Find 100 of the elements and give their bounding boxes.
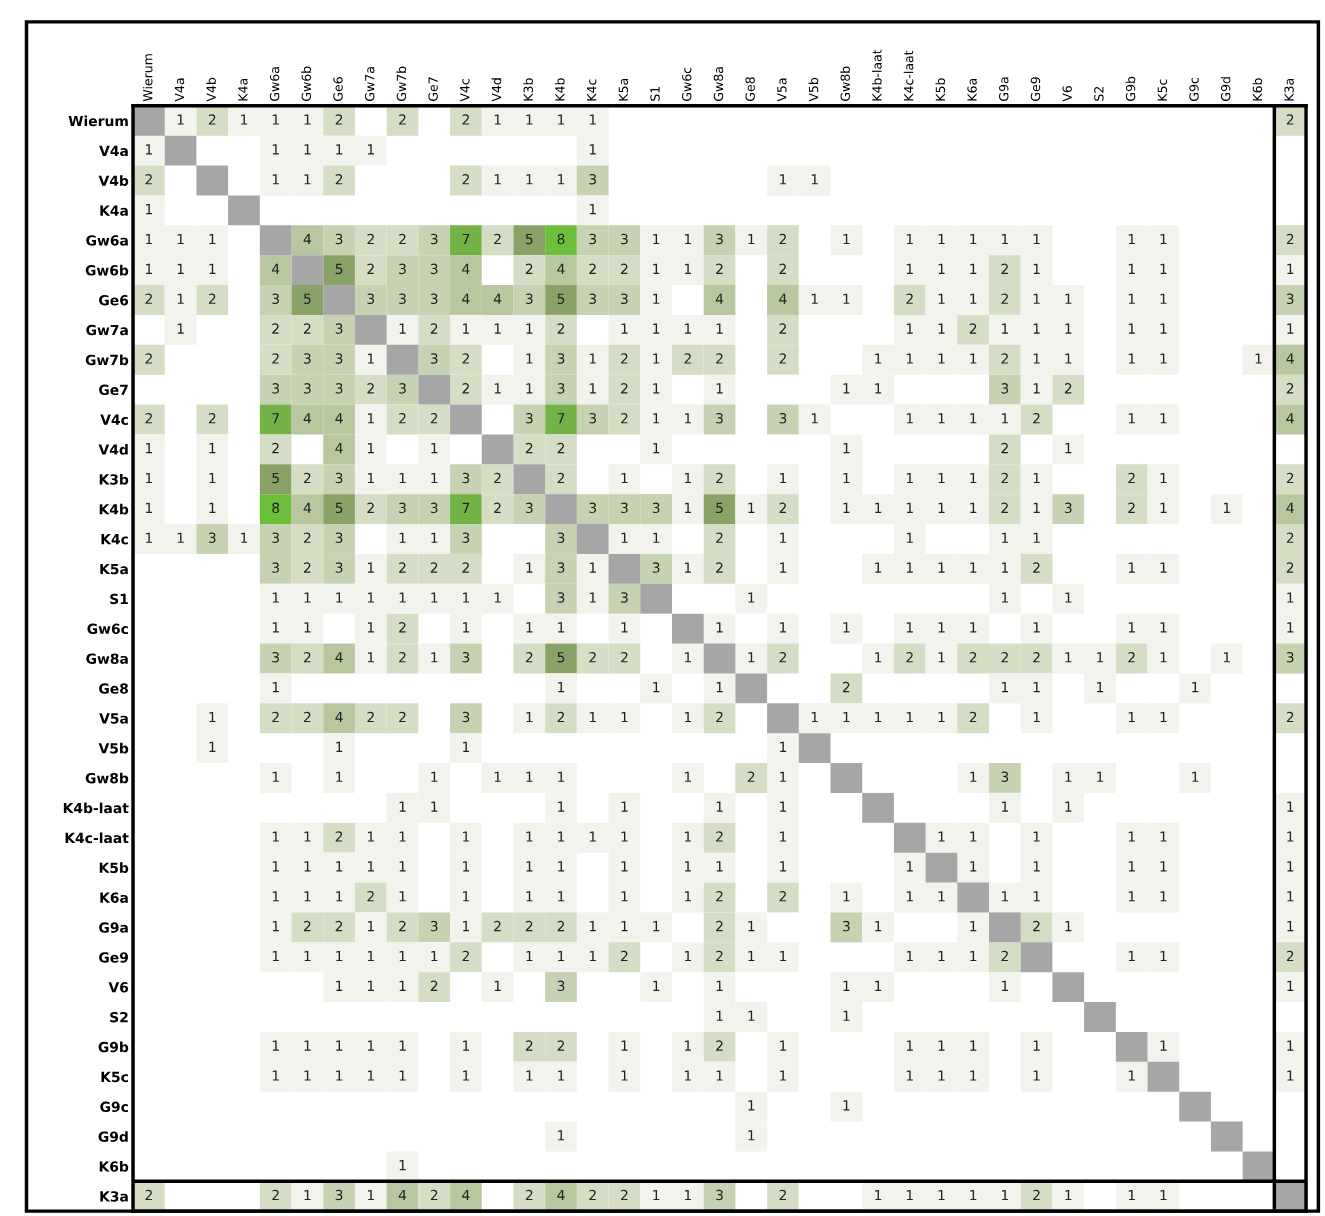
data-label: 1: [684, 1189, 691, 1201]
y-tick-label: V5a: [99, 713, 128, 724]
data-label: 2: [684, 353, 691, 364]
data-label: 1: [399, 891, 406, 902]
data-label: 4: [303, 233, 312, 245]
data-label: 2: [1286, 950, 1294, 962]
data-label: 1: [1160, 472, 1167, 484]
data-label: 1: [336, 891, 343, 902]
data-label: 7: [462, 502, 470, 513]
data-label: 1: [938, 950, 945, 962]
data-label: 1: [1128, 1189, 1135, 1201]
data-label: 2: [304, 711, 311, 723]
data-label: 1: [241, 532, 248, 543]
data-label: 1: [684, 771, 691, 782]
y-tick-label: K4b-laat: [63, 802, 129, 814]
y-tick-label: Gw6a: [86, 235, 128, 246]
data-label: 1: [367, 472, 374, 484]
data-label: 1: [875, 980, 882, 991]
data-label: 1: [748, 652, 755, 663]
data-label: 1: [1033, 711, 1040, 723]
data-label: 1: [970, 233, 977, 245]
data-label: 2: [1001, 442, 1008, 454]
data-label: 5: [272, 472, 279, 484]
data-label: 1: [716, 323, 723, 334]
data-label: 1: [938, 1189, 945, 1201]
data-label: 1: [1287, 801, 1294, 812]
data-label: 1: [1160, 413, 1167, 424]
data-label: 1: [177, 263, 184, 274]
data-label: 1: [906, 1070, 913, 1081]
data-label: 1: [526, 831, 533, 842]
y-tick-label: Ge9: [99, 952, 128, 963]
data-label: 1: [558, 622, 565, 633]
data-label: 3: [399, 383, 406, 394]
data-label: 2: [716, 263, 723, 274]
data-label: 2: [1033, 651, 1040, 663]
data-label: 3: [1001, 383, 1009, 394]
data-label: 1: [304, 174, 311, 185]
data-label: 1: [938, 831, 945, 842]
y-tick-label: V6: [108, 982, 129, 993]
data-label: 1: [463, 323, 470, 334]
data-label: 4: [1286, 353, 1294, 364]
data-label: 1: [209, 472, 216, 484]
data-label: 2: [272, 323, 279, 334]
data-label: 3: [462, 711, 470, 723]
x-tick-label: G9a: [999, 77, 1009, 101]
data-label: 2: [557, 711, 565, 723]
data-label: 1: [526, 711, 533, 723]
data-label: 1: [367, 443, 374, 454]
data-label: 1: [367, 622, 374, 633]
data-label: 2: [589, 651, 596, 663]
y-tick-label: Gw6c: [87, 623, 128, 635]
y-tick-label: Gw8b: [85, 772, 129, 784]
data-label: 2: [1001, 950, 1008, 962]
x-tick-label: K3a: [1284, 78, 1294, 101]
data-label: 2: [716, 472, 723, 484]
data-label: 1: [621, 891, 628, 902]
data-label: 2: [621, 383, 628, 394]
data-label: 1: [906, 532, 913, 543]
data-label: 2: [1128, 502, 1135, 513]
data-label: 1: [1033, 891, 1040, 902]
y-tick-label: G9a: [99, 922, 128, 933]
data-label: 5: [304, 293, 311, 304]
data-label: 1: [1160, 293, 1167, 304]
data-label: 3: [716, 1189, 723, 1201]
data-label: 1: [716, 1070, 723, 1081]
data-label: 1: [241, 114, 248, 125]
data-label: 3: [652, 502, 660, 514]
data-label: 1: [684, 711, 691, 723]
data-label: 3: [272, 383, 279, 394]
data-label: 1: [1033, 1040, 1040, 1051]
data-label: 1: [1160, 622, 1167, 633]
data-label: 1: [970, 472, 977, 484]
data-label: 5: [557, 293, 565, 304]
data-label: 2: [399, 920, 406, 932]
data-label: 1: [526, 174, 533, 185]
data-label: 1: [494, 980, 501, 991]
x-tick-label: V4b: [206, 77, 216, 102]
data-label: 2: [842, 681, 850, 693]
data-label: 1: [843, 622, 850, 633]
data-label: 3: [621, 233, 628, 245]
x-tick-label: K3b: [523, 78, 533, 101]
data-label: 4: [335, 711, 343, 723]
data-label: 1: [272, 831, 279, 842]
y-tick-label: V5b: [98, 742, 129, 754]
x-tick-label: K5c: [1157, 79, 1168, 101]
data-label: 8: [272, 502, 280, 514]
data-label: 1: [780, 472, 787, 484]
data-label: 2: [272, 442, 279, 454]
data-label: 1: [938, 413, 945, 424]
data-label: 1: [494, 771, 501, 782]
data-label: 3: [589, 233, 597, 245]
data-label: 1: [1033, 472, 1040, 484]
data-label: 3: [272, 651, 279, 663]
data-label: 1: [1097, 652, 1104, 663]
x-tick-label: V5a: [777, 78, 787, 102]
data-label: 1: [780, 771, 787, 782]
data-label: 1: [938, 622, 945, 633]
data-label: 1: [1001, 562, 1009, 573]
data-label: 1: [304, 592, 311, 603]
data-label: 1: [843, 443, 850, 454]
